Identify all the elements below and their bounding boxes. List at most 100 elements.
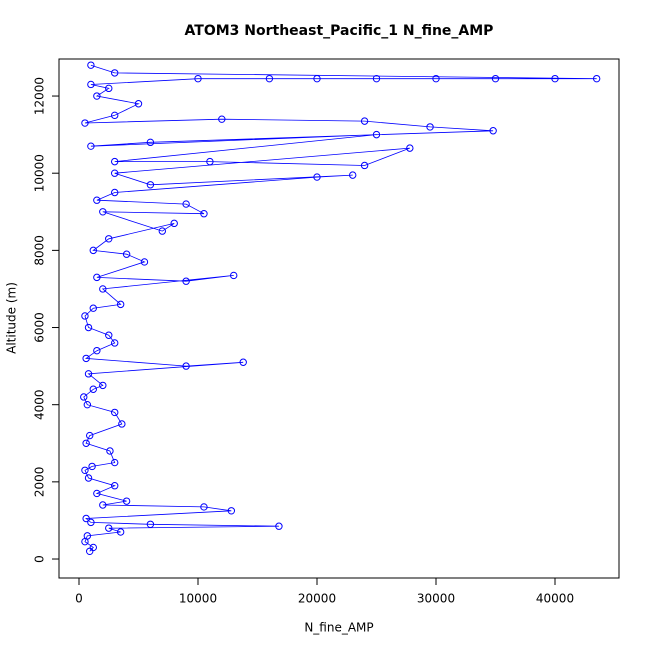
data-point <box>83 400 92 409</box>
y-tick-label: 0 <box>33 555 47 563</box>
data-point <box>116 300 125 309</box>
data-point <box>592 74 601 83</box>
data-point <box>122 250 131 258</box>
data-point <box>111 69 119 77</box>
data-point <box>111 169 119 177</box>
data-point <box>182 277 190 285</box>
data-point <box>105 235 113 243</box>
data-point <box>218 115 226 123</box>
chart-title: ATOM3 Northeast_Pacific_1 N_fine_AMP <box>185 23 494 39</box>
data-point <box>146 181 155 189</box>
data-point <box>265 74 274 83</box>
data-point <box>182 200 190 208</box>
plot-frame <box>58 58 620 579</box>
data-point <box>158 227 167 235</box>
data-point <box>89 304 97 312</box>
y-tick-label: 12000 <box>33 77 47 115</box>
data-point <box>88 462 96 471</box>
data-point <box>87 518 95 527</box>
data-point <box>111 458 119 467</box>
data-point <box>87 61 95 69</box>
data-point <box>89 246 97 255</box>
data-point <box>146 138 155 147</box>
x-tick-label: 0 <box>75 592 83 606</box>
data-point <box>111 157 119 166</box>
data-point <box>134 100 143 108</box>
data-point <box>239 358 247 366</box>
data-point <box>360 117 369 125</box>
data-point <box>93 489 101 498</box>
data-point <box>87 80 95 89</box>
data-point <box>111 111 119 120</box>
data-point <box>122 497 131 505</box>
data-point <box>140 258 149 266</box>
data-point <box>111 339 119 347</box>
data-point <box>227 507 236 515</box>
data-point <box>349 171 357 179</box>
data-point <box>86 431 94 440</box>
data-point <box>111 482 119 490</box>
data-point <box>82 514 90 523</box>
data-point <box>93 196 101 204</box>
data-point <box>99 381 107 390</box>
x-tick-label: 40000 <box>536 592 574 606</box>
data-point <box>87 142 95 150</box>
data-point <box>81 466 89 474</box>
data-point <box>182 362 190 370</box>
data-point <box>106 447 114 455</box>
data-point <box>105 84 113 93</box>
data-point <box>84 323 93 332</box>
data-point <box>111 408 119 417</box>
data-point <box>206 157 214 166</box>
data-point <box>426 123 434 131</box>
data-point <box>230 271 238 280</box>
data-point <box>118 420 126 428</box>
data-point <box>93 346 101 355</box>
data-point <box>489 127 497 135</box>
data-point <box>93 92 101 100</box>
y-tick-label: 8000 <box>33 235 47 266</box>
data-point <box>99 285 107 293</box>
data-point <box>313 74 321 83</box>
data-point <box>89 543 97 552</box>
y-tick-label: 10000 <box>33 154 47 192</box>
data-point <box>200 503 208 511</box>
data-line <box>83 64 597 552</box>
data-point <box>372 74 381 83</box>
data-point <box>82 354 90 363</box>
data-point <box>372 130 381 139</box>
data-point <box>83 532 92 540</box>
data-point <box>84 474 93 482</box>
data-point <box>99 208 107 216</box>
data-point <box>116 528 125 536</box>
data-point <box>194 74 202 83</box>
data-point <box>105 331 113 339</box>
data-point <box>146 520 155 528</box>
data-point <box>170 219 178 228</box>
y-tick-label: 6000 <box>33 312 47 343</box>
data-point <box>105 524 113 532</box>
data-point <box>80 393 88 401</box>
data-point <box>93 273 101 282</box>
data-point <box>99 501 107 509</box>
data-point <box>81 312 89 320</box>
x-tick-label: 10000 <box>179 592 217 606</box>
data-point <box>81 119 89 127</box>
y-axis-label: Altitude (m) <box>5 282 19 354</box>
x-axis-label: N_fine_AMP <box>304 621 373 635</box>
data-point <box>406 144 414 152</box>
data-point <box>360 161 369 170</box>
data-point <box>313 173 321 181</box>
data-point <box>82 439 90 447</box>
data-point <box>200 210 208 218</box>
data-point <box>84 370 93 378</box>
data-point <box>491 74 500 83</box>
data-point <box>432 74 440 83</box>
x-tick-label: 20000 <box>298 592 336 606</box>
y-tick-label: 2000 <box>33 467 47 498</box>
data-point <box>275 522 283 530</box>
x-tick-label: 30000 <box>417 592 455 606</box>
data-point <box>551 74 559 83</box>
data-point <box>111 188 119 197</box>
